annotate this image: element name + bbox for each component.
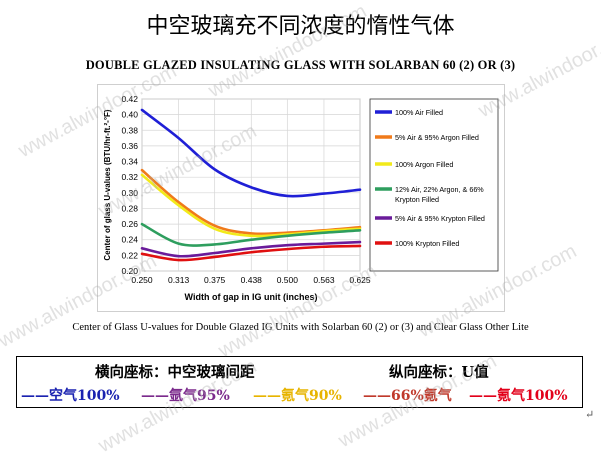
y-tick-label: 0.20: [121, 266, 138, 276]
x-tick-label: 0.438: [241, 275, 263, 285]
y-tick-label: 0.36: [121, 141, 138, 151]
y-tick-label: 0.40: [121, 110, 138, 120]
y-tick-label: 0.38: [121, 125, 138, 135]
x-tick-label: 0.313: [168, 275, 190, 285]
legend-label-krypton95: 5% Air & 95% Krypton Filled: [395, 214, 485, 223]
x-tick-label: 0.375: [204, 275, 226, 285]
x-axis-note: 横向座标：中空玻璃间距: [95, 364, 255, 381]
page-title: 中空玻璃充不同浓度的惰性气体: [146, 14, 455, 39]
legend-note-krypton90: ——氪气90%: [253, 388, 342, 404]
x-axis-label: Width of gap in IG unit (inches): [185, 292, 318, 302]
legend-note-krypton66: ——66%氪气: [363, 388, 452, 404]
y-tick-label: 0.26: [121, 219, 138, 229]
legend-label-krypton66: 12% Air, 22% Argon, & 66% Krypton Filled: [395, 185, 484, 204]
series-line-krypton66: [140, 222, 362, 247]
line-chart: 0.20 0.22 0.24 0.26 0.28 0.30 0.32 0.34 0.36 0.38…: [103, 94, 499, 302]
y-tick-label: 0.22: [121, 250, 138, 260]
y-tick-label: 0.28: [121, 203, 138, 213]
y-tick-label: 0.30: [121, 188, 138, 198]
x-tick-label: 0.625: [349, 275, 371, 285]
legend-label-argon100: 100% Argon Filled: [395, 160, 453, 169]
x-tick-label: 0.500: [277, 275, 299, 285]
y-tick-label: 0.24: [121, 235, 138, 245]
series-line-air: [140, 108, 362, 198]
chart-caption: Center of Glass U-values for Double Glaz…: [72, 322, 529, 333]
series-line-krypton95: [140, 240, 362, 258]
legend-label-krypton100: 100% Krypton Filled: [395, 239, 459, 248]
y-tick-label: 0.34: [121, 157, 138, 167]
chinese-legend-box: 横向座标：中空玻璃间距 纵向座标：U值 ——空气100% ——氩气95% ——氪…: [16, 356, 583, 408]
legend-label-air: 100% Air Filled: [395, 108, 443, 117]
chart-frame: 0.20 0.22 0.24 0.26 0.28 0.30 0.32 0.34 0.36 0.38…: [97, 84, 505, 312]
chart-title: DOUBLE GLAZED INSULATING GLASS WITH SOLA…: [85, 58, 516, 72]
legend-note-air: ——空气100%: [21, 388, 120, 404]
legend-label-argon95: 5% Air & 95% Argon Filled: [395, 133, 479, 142]
y-axis-note: 纵向座标：U值: [389, 364, 489, 381]
x-tick-label: 0.250: [131, 275, 153, 285]
y-tick-label: 0.42: [121, 94, 138, 104]
legend-note-argon: ——氩气95%: [141, 388, 230, 404]
y-tick-label: 0.32: [121, 172, 138, 182]
series-line-krypton100: [140, 244, 362, 262]
x-tick-label: 0.563: [313, 275, 335, 285]
series-line-argon100: [140, 173, 362, 238]
y-axis-label: Center of glass U-values (BTU/hr-ft.²-°F…: [103, 109, 112, 261]
return-mark-icon: ↵: [585, 408, 595, 421]
legend-note-krypton100: ——氪气100%: [469, 388, 568, 404]
